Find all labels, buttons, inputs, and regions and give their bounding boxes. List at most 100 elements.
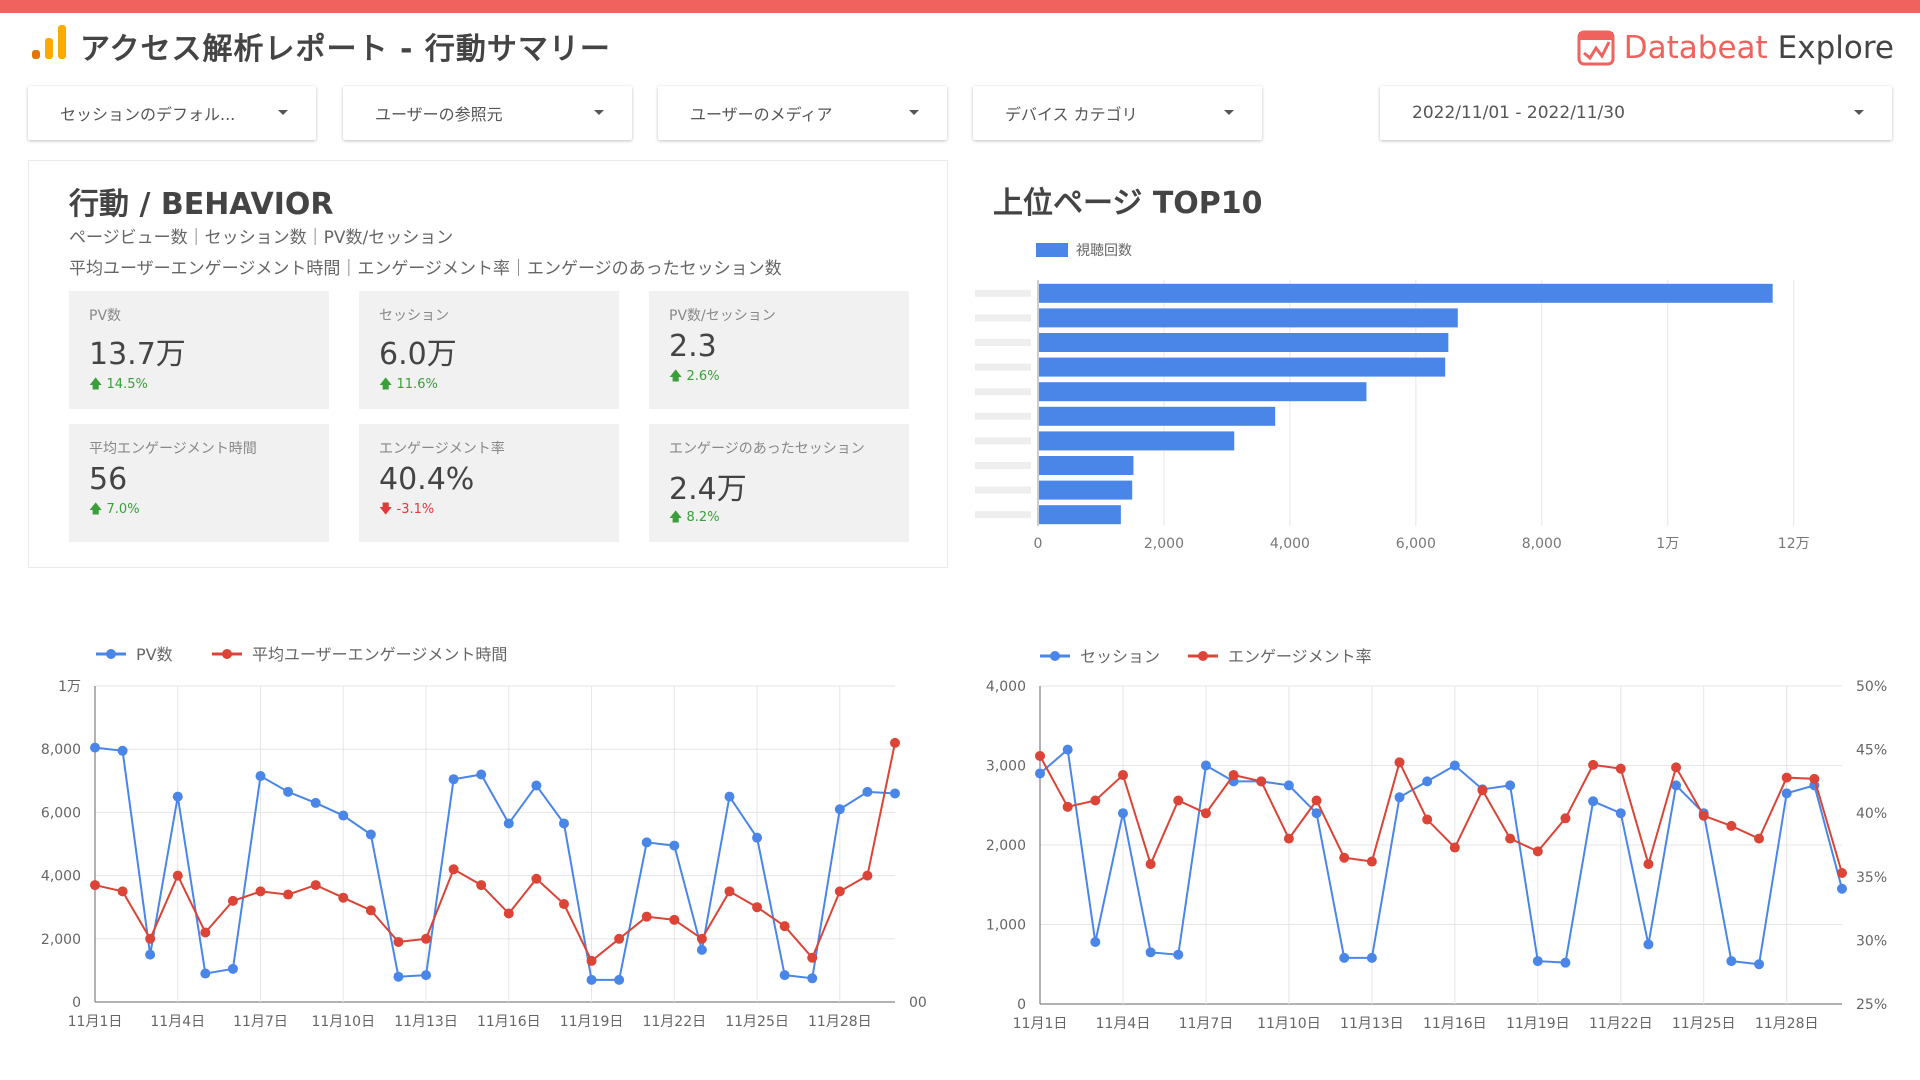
data-point xyxy=(614,933,625,944)
kpi-value: 13.7万 xyxy=(89,337,186,372)
data-point xyxy=(1837,883,1847,894)
data-point xyxy=(1754,959,1765,970)
x-tick-label: 11月25日 xyxy=(725,1014,789,1030)
legend-swatch xyxy=(1036,243,1068,257)
data-point xyxy=(1035,768,1045,779)
kpi-card-sessions: セッション 6.0万 🡅 11.6% xyxy=(359,291,619,409)
y-tick-label-left: 4,000 xyxy=(41,869,81,885)
data-point xyxy=(1615,763,1626,774)
filter-label: セッションのデフォル... xyxy=(60,105,236,124)
arrow-down-icon: 🡇 xyxy=(379,502,393,517)
data-point xyxy=(255,886,266,897)
x-tick-label: 11月13日 xyxy=(1340,1016,1404,1032)
data-point xyxy=(1062,801,1073,812)
data-point xyxy=(807,952,818,963)
legend-marker xyxy=(1050,651,1060,661)
kpi-label: 平均エンゲージメント時間 xyxy=(89,441,257,457)
kpi-label: エンゲージのあったセッション xyxy=(669,441,865,457)
data-point xyxy=(531,780,542,791)
data-point xyxy=(696,944,707,955)
behavior-subtitle-2: 平均ユーザーエンゲージメント時間｜エンゲージメント率｜エンゲージのあったセッショ… xyxy=(69,259,782,279)
data-point xyxy=(1643,939,1654,950)
arrow-up-icon: 🡅 xyxy=(89,502,103,517)
kpi-delta: 🡅 8.2% xyxy=(669,510,720,525)
data-point xyxy=(807,973,818,984)
data-point xyxy=(1477,785,1488,796)
data-point xyxy=(1726,956,1737,967)
data-point xyxy=(1283,780,1294,791)
kpi-delta: 🡅 2.6% xyxy=(669,369,720,384)
data-point xyxy=(1477,784,1488,795)
data-point xyxy=(1615,808,1626,819)
data-point xyxy=(1698,810,1709,821)
data-point xyxy=(1256,776,1267,787)
data-point xyxy=(1505,780,1516,791)
kpi-delta: 🡅 14.5% xyxy=(89,377,148,392)
series-line-blue xyxy=(1039,747,1843,966)
y-tick-label-right: 00 xyxy=(909,995,927,1011)
kpi-card-engagement-rate: エンゲージメント率 40.4% 🡇 -3.1% xyxy=(359,424,619,542)
databeat-logo-icon xyxy=(1577,30,1615,66)
x-tick-label: 11月10日 xyxy=(1257,1016,1321,1032)
top-accent-bar xyxy=(0,0,1920,13)
data-point xyxy=(696,933,707,944)
blurred-category-label xyxy=(975,363,1031,371)
data-point xyxy=(255,771,266,782)
bar xyxy=(1039,406,1276,426)
data-point xyxy=(641,911,652,922)
data-point xyxy=(1422,776,1433,787)
arrow-up-icon: 🡅 xyxy=(669,510,683,525)
y-tick-label-right: 50% xyxy=(1856,679,1887,695)
bar xyxy=(1039,357,1446,377)
data-point xyxy=(1173,795,1184,806)
behavior-title: 行動 / BEHAVIOR xyxy=(69,187,334,222)
kpi-value: 2.4万 xyxy=(669,472,747,507)
date-range-label: 2022/11/01 - 2022/11/30 xyxy=(1412,103,1625,123)
bar xyxy=(1039,431,1235,451)
kpi-delta: 🡅 11.6% xyxy=(379,377,438,392)
date-range-picker[interactable]: 2022/11/01 - 2022/11/30 xyxy=(1380,86,1892,140)
arrow-up-icon: 🡅 xyxy=(669,369,683,384)
data-point xyxy=(476,880,487,891)
x-tick-label: 0 xyxy=(1034,536,1043,552)
kpi-value: 56 xyxy=(89,462,128,497)
data-point xyxy=(1449,842,1460,853)
filter-device-category[interactable]: デバイス カテゴリ xyxy=(973,86,1262,140)
arrow-up-icon: 🡅 xyxy=(379,377,393,392)
data-point xyxy=(448,864,459,875)
bar xyxy=(1039,333,1449,352)
data-point xyxy=(200,968,211,979)
data-point xyxy=(1422,814,1433,825)
data-point xyxy=(1339,852,1350,863)
filter-default-channel[interactable]: セッションのデフォル... xyxy=(28,86,316,140)
chevron-down-icon xyxy=(594,110,604,115)
data-point xyxy=(1532,956,1543,967)
x-tick-label: 11月28日 xyxy=(808,1014,872,1030)
data-point xyxy=(1643,859,1654,870)
data-point xyxy=(1062,744,1073,755)
filter-user-medium[interactable]: ユーザーのメディア xyxy=(658,86,947,140)
legend-label: PV数 xyxy=(136,645,173,664)
data-point xyxy=(338,892,349,903)
kpi-value: 2.3 xyxy=(669,329,717,364)
bar xyxy=(1039,308,1458,328)
chevron-down-icon xyxy=(1224,110,1234,115)
kpi-card-pv-per-session: PV数/セッション 2.3 🡅 2.6% xyxy=(649,291,909,409)
data-point xyxy=(1449,760,1460,771)
filter-user-source[interactable]: ユーザーの参照元 xyxy=(343,86,632,140)
data-point xyxy=(1090,936,1101,947)
x-tick-label: 11月19日 xyxy=(1506,1016,1570,1032)
blurred-category-label xyxy=(975,412,1031,420)
data-point xyxy=(669,840,680,851)
y-tick-label-left: 0 xyxy=(72,995,81,1011)
data-point xyxy=(1283,833,1294,844)
x-tick-label: 11月28日 xyxy=(1755,1016,1819,1032)
page-title: アクセス解析レポート - 行動サマリー xyxy=(80,32,611,67)
data-point xyxy=(1532,846,1543,857)
blurred-category-label xyxy=(975,486,1031,494)
bar xyxy=(1039,456,1134,475)
behavior-subtitle-1: ページビュー数｜セッション数｜PV数/セッション xyxy=(69,228,454,248)
data-point xyxy=(1200,808,1211,819)
legend-label: セッション xyxy=(1080,647,1160,666)
data-point xyxy=(1256,776,1267,787)
